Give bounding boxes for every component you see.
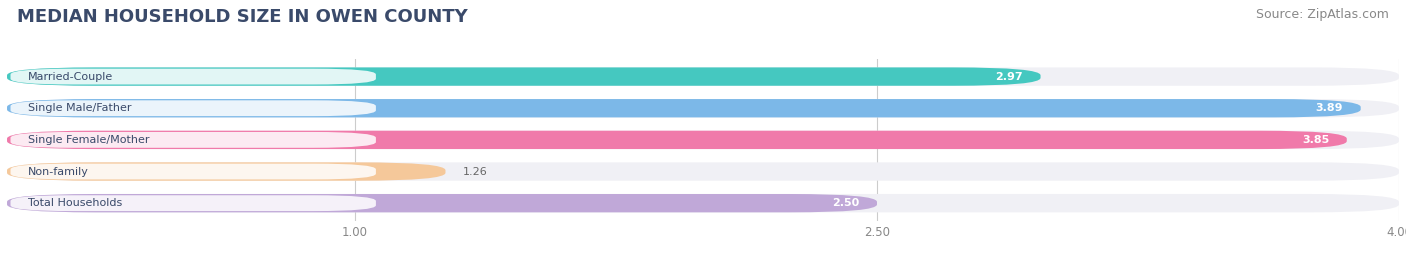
Text: Single Male/Father: Single Male/Father	[28, 103, 131, 113]
Text: Total Households: Total Households	[28, 198, 122, 208]
FancyBboxPatch shape	[10, 195, 375, 211]
FancyBboxPatch shape	[7, 162, 1399, 181]
FancyBboxPatch shape	[7, 194, 877, 212]
FancyBboxPatch shape	[10, 69, 375, 84]
FancyBboxPatch shape	[7, 68, 1399, 86]
FancyBboxPatch shape	[7, 162, 446, 181]
FancyBboxPatch shape	[7, 99, 1399, 117]
FancyBboxPatch shape	[10, 100, 375, 116]
FancyBboxPatch shape	[7, 99, 1361, 117]
FancyBboxPatch shape	[7, 194, 1399, 212]
Text: 3.85: 3.85	[1302, 135, 1330, 145]
Text: MEDIAN HOUSEHOLD SIZE IN OWEN COUNTY: MEDIAN HOUSEHOLD SIZE IN OWEN COUNTY	[17, 8, 468, 26]
FancyBboxPatch shape	[10, 132, 375, 148]
Text: Non-family: Non-family	[28, 167, 89, 176]
Text: Single Female/Mother: Single Female/Mother	[28, 135, 149, 145]
Text: 2.97: 2.97	[995, 72, 1024, 82]
FancyBboxPatch shape	[7, 131, 1399, 149]
Text: 1.26: 1.26	[463, 167, 488, 176]
FancyBboxPatch shape	[7, 131, 1347, 149]
Text: Married-Couple: Married-Couple	[28, 72, 112, 82]
FancyBboxPatch shape	[7, 68, 1040, 86]
FancyBboxPatch shape	[10, 164, 375, 179]
Text: 3.89: 3.89	[1316, 103, 1343, 113]
Text: Source: ZipAtlas.com: Source: ZipAtlas.com	[1256, 8, 1389, 21]
Text: 2.50: 2.50	[832, 198, 859, 208]
